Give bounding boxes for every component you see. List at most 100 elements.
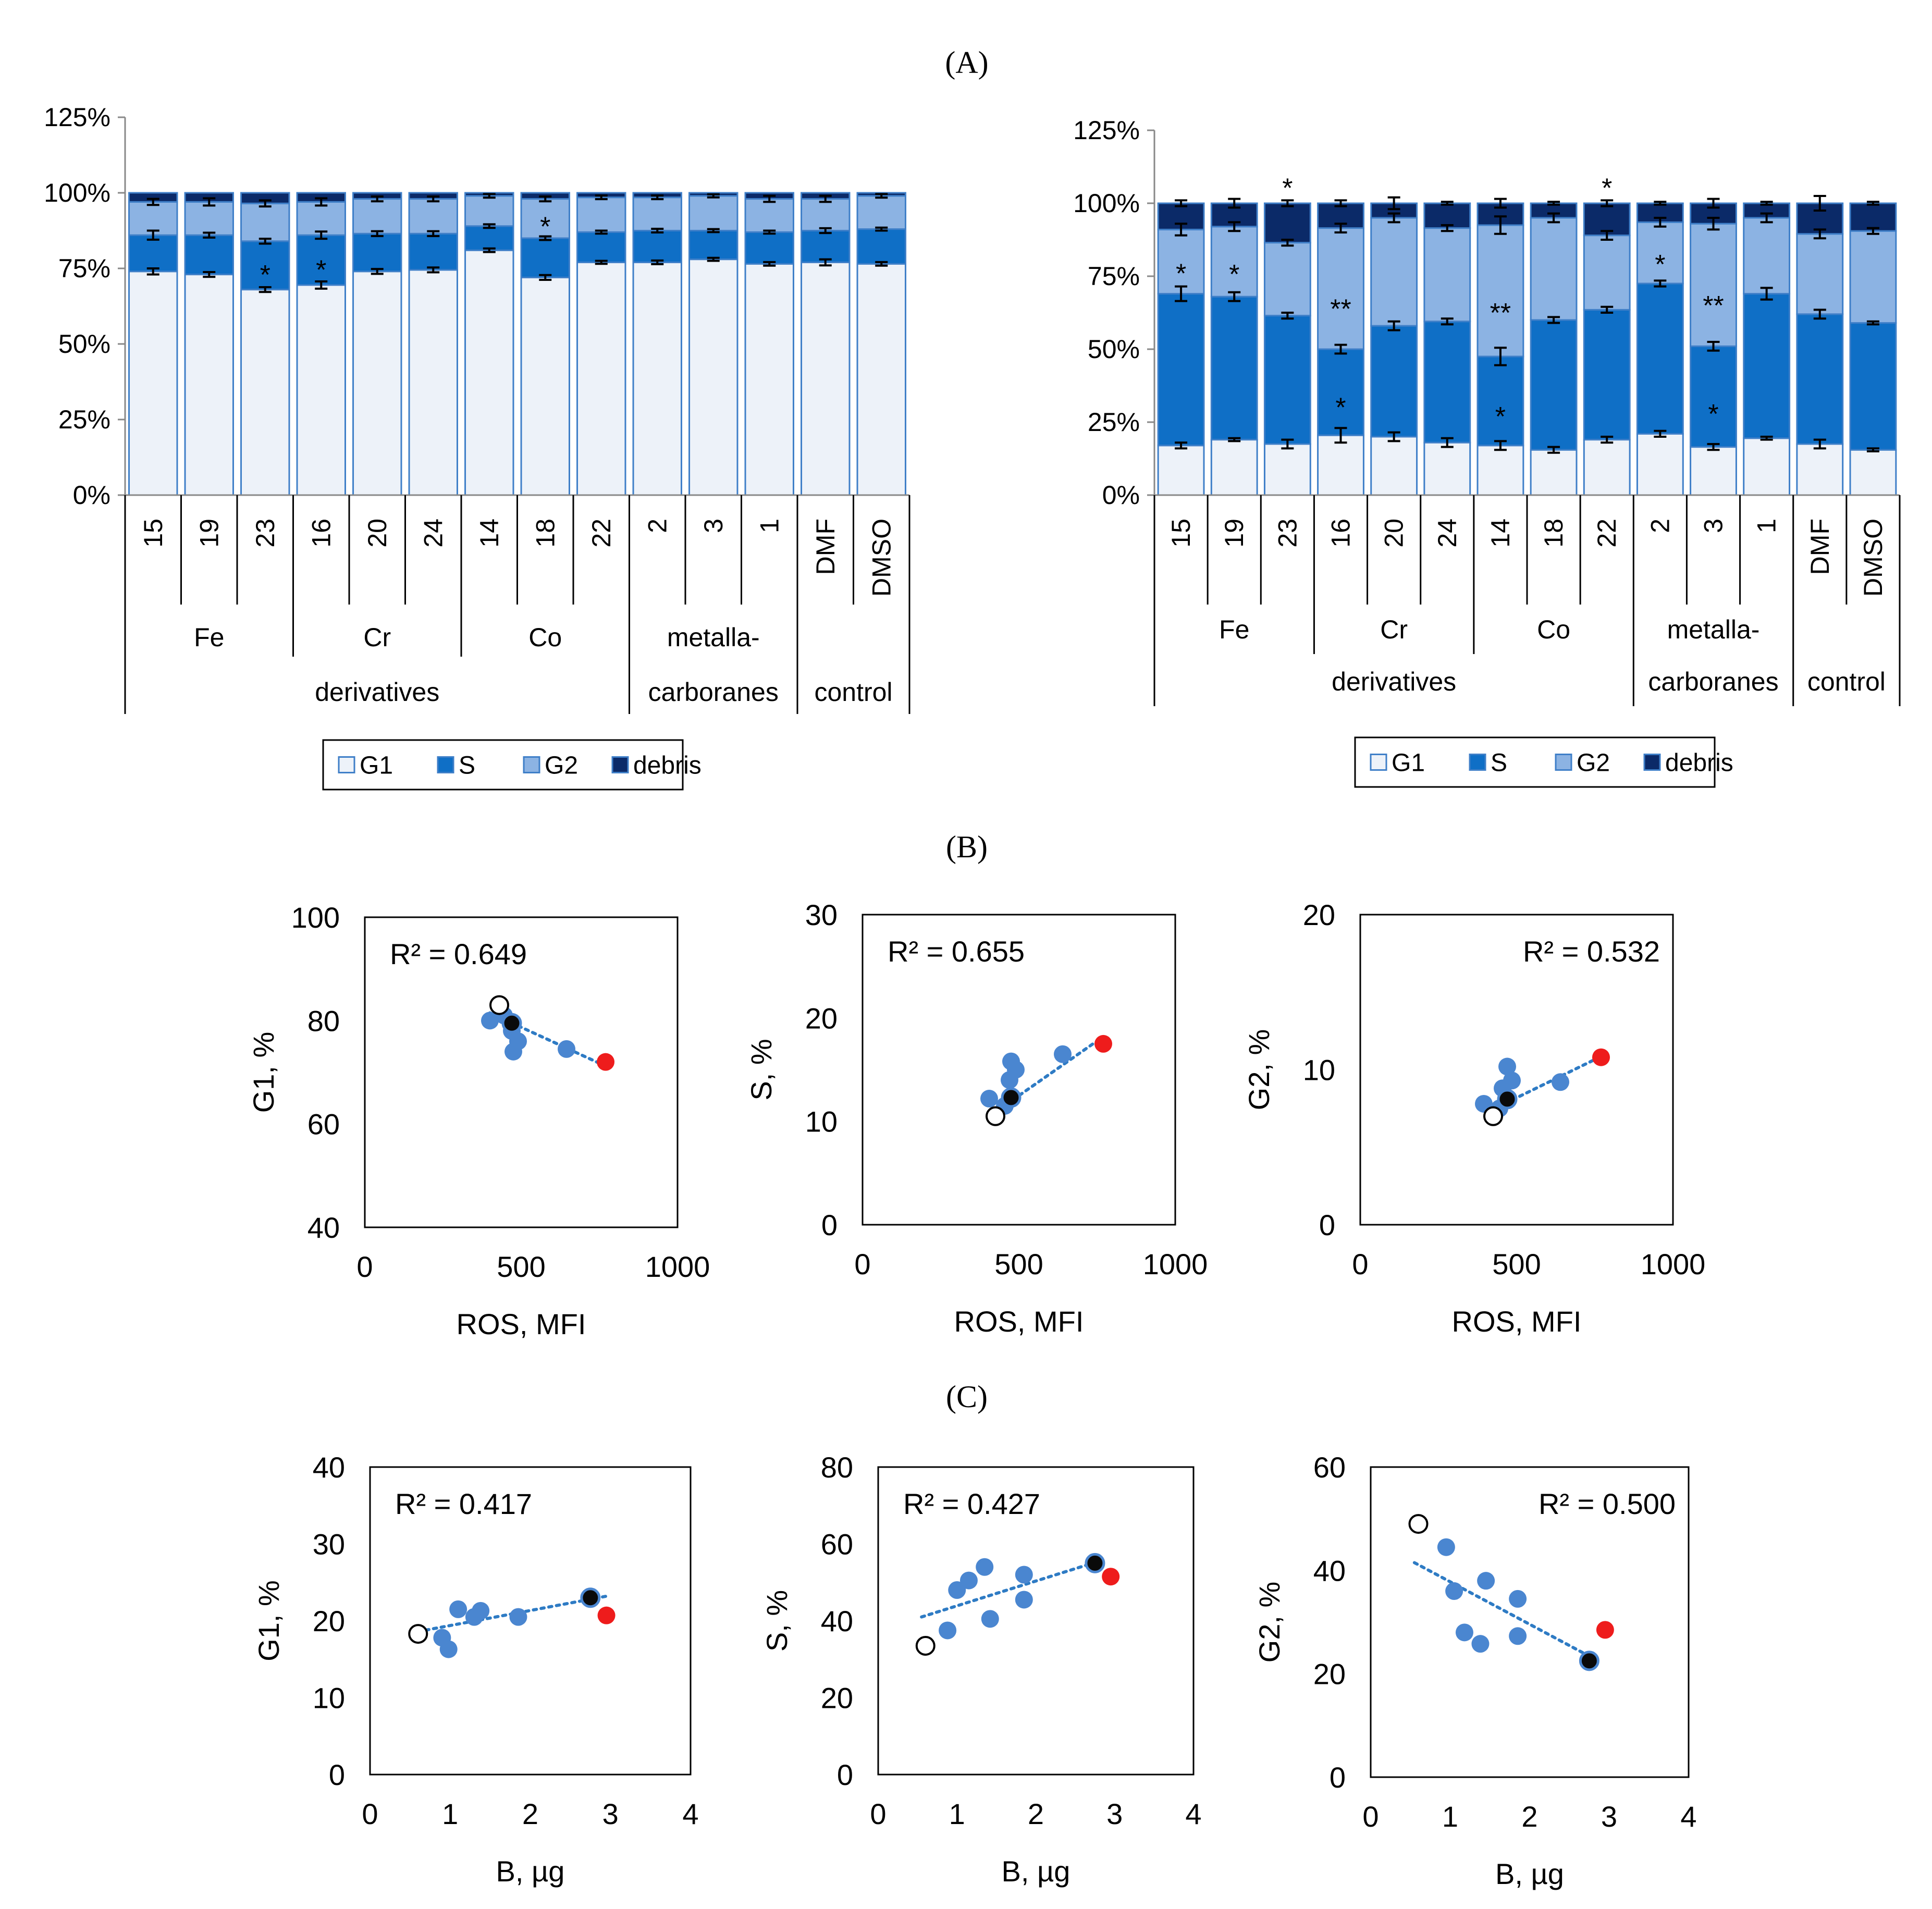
data-point-blue bbox=[1054, 1045, 1072, 1063]
x-axis-title: ROS, MFI bbox=[1452, 1305, 1582, 1338]
group-label: carboranes bbox=[648, 678, 779, 707]
data-point-white bbox=[408, 1624, 428, 1644]
significance-marker: * bbox=[540, 212, 550, 242]
category-label: 20 bbox=[1380, 519, 1409, 548]
significance-marker: ** bbox=[1703, 291, 1724, 321]
y-tick-label: 10 bbox=[805, 1105, 838, 1138]
data-point-blue bbox=[1509, 1590, 1527, 1608]
trend-line bbox=[920, 1559, 1101, 1619]
data-point-blue bbox=[980, 1090, 998, 1108]
category-label: 3 bbox=[1699, 519, 1728, 533]
data-point-blue bbox=[1503, 1071, 1521, 1090]
bar-s-DMSO bbox=[856, 228, 906, 265]
data-point-white bbox=[986, 1106, 1005, 1126]
data-point-blue bbox=[481, 1012, 499, 1030]
bar-g2-3 bbox=[1690, 223, 1737, 347]
data-point-black bbox=[580, 1587, 601, 1608]
bar-s-14 bbox=[1476, 355, 1524, 447]
x-tick-label: 0 bbox=[870, 1797, 886, 1830]
category-label: 16 bbox=[306, 519, 336, 548]
data-point-black bbox=[501, 1013, 522, 1033]
bar-s-20 bbox=[352, 232, 402, 273]
y-tick-label: 30 bbox=[805, 898, 838, 931]
x-axis-title: B, µg bbox=[496, 1855, 565, 1888]
panel-a-label: (A) bbox=[945, 45, 988, 80]
significance-marker: * bbox=[1335, 392, 1346, 423]
y-tick-label: 20 bbox=[313, 1605, 345, 1637]
bar-s-23 bbox=[1263, 315, 1311, 445]
group-label: Fe bbox=[1219, 615, 1249, 644]
category-label: 1 bbox=[1752, 519, 1781, 533]
bar-g1-DMSO bbox=[1849, 449, 1897, 496]
data-point-blue bbox=[558, 1040, 575, 1058]
category-label: DMF bbox=[1805, 519, 1835, 575]
bar-g1-14 bbox=[464, 249, 514, 496]
x-tick-label: 500 bbox=[497, 1250, 545, 1283]
legend-swatch-g1 bbox=[1370, 754, 1387, 771]
y-tick-label: 125% bbox=[44, 103, 110, 132]
category-label: 19 bbox=[1220, 519, 1249, 548]
x-tick-label: 500 bbox=[1492, 1248, 1541, 1280]
y-tick-label: 100% bbox=[44, 178, 110, 207]
panel-c-label: (C) bbox=[946, 1380, 988, 1414]
bar-s-DMF bbox=[1796, 313, 1844, 445]
significance-marker: * bbox=[1282, 173, 1293, 203]
bar-debris-DMSO bbox=[1849, 202, 1897, 232]
category-label: 18 bbox=[531, 519, 560, 548]
y-axis-title: G2, % bbox=[1242, 1029, 1275, 1111]
y-tick-label: 80 bbox=[821, 1451, 853, 1484]
y-tick-label: 100 bbox=[291, 901, 340, 934]
scatter-chart-c-s: 0 20 40 60 80 0 1 2 3 4 B, µg S, % R² = 0.427 bbox=[760, 1451, 1202, 1888]
plot-frame bbox=[1359, 914, 1674, 1226]
r-squared-label: R² = 0.417 bbox=[395, 1487, 532, 1520]
r-squared-label: R² = 0.500 bbox=[1539, 1487, 1676, 1520]
x-tick-label: 1 bbox=[1442, 1800, 1458, 1833]
bar-s-20 bbox=[1370, 325, 1418, 438]
category-label: 22 bbox=[1592, 519, 1621, 548]
bar-g1-3 bbox=[688, 258, 739, 496]
data-point-blue bbox=[959, 1571, 978, 1590]
bar-chart-a-left: 0%25%50%75%100%125%15 19 23 16 20 24 14 18 22 2 3 1… bbox=[44, 103, 910, 791]
data-point-red bbox=[1102, 1568, 1120, 1586]
y-axis-title: G2, % bbox=[1253, 1582, 1286, 1663]
bar-debris-23 bbox=[1263, 202, 1311, 244]
bar-g1-24 bbox=[1423, 441, 1471, 496]
trend-line bbox=[1412, 1561, 1595, 1660]
group-label: metalla- bbox=[667, 623, 760, 652]
data-point-blue bbox=[1455, 1623, 1473, 1642]
bar-g2-2 bbox=[1636, 221, 1684, 285]
category-label: 23 bbox=[1273, 519, 1302, 548]
r-squared-label: R² = 0.532 bbox=[1523, 935, 1660, 968]
bar-s-24 bbox=[1423, 321, 1471, 444]
bar-s-18 bbox=[1530, 319, 1578, 451]
group-label: metalla- bbox=[1667, 615, 1760, 644]
x-tick-label: 0 bbox=[356, 1250, 373, 1283]
bar-g1-2 bbox=[632, 261, 682, 496]
significance-marker: * bbox=[1176, 258, 1186, 289]
y-tick-label: 50% bbox=[1088, 335, 1140, 364]
y-tick-label: 0 bbox=[837, 1758, 853, 1791]
y-tick-label: 50% bbox=[58, 329, 110, 359]
data-point-blue bbox=[449, 1600, 467, 1618]
x-tick-label: 3 bbox=[602, 1797, 619, 1830]
x-tick-label: 2 bbox=[1028, 1797, 1044, 1830]
data-point-blue bbox=[1471, 1635, 1490, 1653]
legend-label: G1 bbox=[360, 752, 393, 780]
category-label: DMSO bbox=[867, 519, 896, 597]
group-label: derivatives bbox=[1332, 667, 1456, 696]
data-point-black bbox=[1001, 1087, 1022, 1108]
bar-g1-23 bbox=[240, 289, 290, 496]
bar-g1-1 bbox=[1743, 437, 1791, 496]
bar-chart-a-right: 0%25%50%75%100%125%15 19 23 16 20 24 14 18 22 2 3 1… bbox=[1073, 116, 1901, 788]
y-tick-label: 75% bbox=[1088, 262, 1140, 291]
bar-g1-22 bbox=[1583, 439, 1631, 496]
bar-s-15 bbox=[1157, 293, 1205, 447]
y-tick-label: 80 bbox=[307, 1004, 340, 1037]
category-label: 1 bbox=[755, 519, 784, 533]
bar-g1-16 bbox=[296, 284, 346, 496]
x-tick-label: 4 bbox=[1680, 1800, 1696, 1833]
bar-s-19 bbox=[1210, 295, 1258, 441]
x-axis-title: ROS, MFI bbox=[457, 1308, 586, 1340]
bar-g2-24 bbox=[408, 198, 458, 235]
